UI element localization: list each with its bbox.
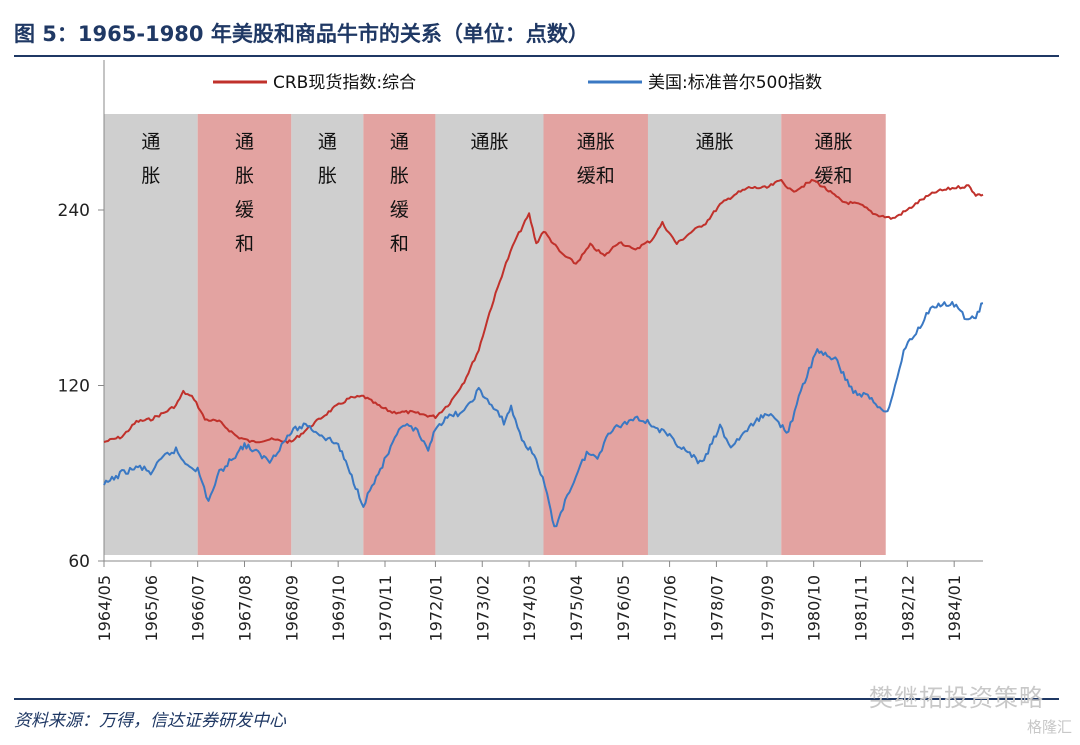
region-label: 通 bbox=[390, 131, 409, 153]
region-easing-7 bbox=[781, 114, 886, 555]
x-tick-label: 1972/01 bbox=[426, 575, 445, 641]
y-tick-label: 60 bbox=[68, 552, 90, 572]
x-tick-label: 1973/02 bbox=[473, 575, 492, 641]
region-label: 通 bbox=[318, 131, 337, 153]
region-label: 缓和 bbox=[814, 165, 852, 187]
x-tick-label: 1978/07 bbox=[707, 575, 726, 641]
region-label: 通胀 bbox=[577, 131, 615, 153]
source-note: 资料来源：万得，信达证券研发中心 bbox=[14, 711, 286, 731]
region-easing-5 bbox=[543, 114, 648, 555]
x-tick-label: 1974/03 bbox=[520, 575, 539, 641]
watermark-logo: 格隆汇 bbox=[1026, 718, 1072, 736]
region-label: 通 bbox=[141, 131, 160, 153]
x-tick-label: 1982/12 bbox=[898, 575, 917, 641]
region-label: 通胀 bbox=[470, 131, 508, 153]
x-tick-label: 1977/06 bbox=[661, 575, 680, 641]
x-tick-label: 1968/09 bbox=[282, 575, 301, 641]
x-tick-label: 1970/11 bbox=[376, 575, 395, 641]
series-line-crb bbox=[103, 178, 984, 444]
region-label: 胀 bbox=[235, 165, 254, 187]
region-easing-1 bbox=[197, 114, 292, 555]
region-inflation-6 bbox=[647, 114, 782, 555]
chart-title: 图 5：1965-1980 年美股和商品牛市的关系（单位：点数） bbox=[14, 22, 589, 46]
legend-label: CRB现货指数:综合 bbox=[273, 73, 416, 93]
x-tick-label: 1967/08 bbox=[235, 575, 254, 641]
region-label: 胀 bbox=[141, 165, 160, 187]
x-tick-label: 1976/05 bbox=[614, 575, 633, 641]
region-inflation-4 bbox=[435, 114, 544, 555]
x-tick-label: 1975/04 bbox=[567, 575, 586, 641]
x-tick-label: 1969/10 bbox=[329, 575, 348, 641]
region-label: 胀 bbox=[318, 165, 337, 187]
region-inflation-0 bbox=[104, 114, 198, 555]
x-tick-label: 1981/11 bbox=[852, 575, 871, 641]
x-tick-label: 1964/05 bbox=[95, 575, 114, 641]
legend: CRB现货指数:综合 美国:标准普尔500指数 bbox=[213, 73, 822, 93]
region-label: 通 bbox=[235, 131, 254, 153]
region-label: 通胀 bbox=[696, 131, 734, 153]
x-tick-label: 1984/01 bbox=[945, 575, 964, 641]
x-tick-label: 1979/09 bbox=[758, 575, 777, 641]
x-tick-label: 1980/10 bbox=[805, 575, 824, 641]
series-lines bbox=[103, 178, 984, 528]
legend-label: 美国:标准普尔500指数 bbox=[648, 73, 822, 93]
x-tick-label: 1965/06 bbox=[142, 575, 161, 641]
region-label: 和 bbox=[390, 233, 409, 255]
y-tick-label: 120 bbox=[58, 377, 90, 397]
x-tick-label: 1966/07 bbox=[189, 575, 208, 641]
region-label: 和 bbox=[235, 233, 254, 255]
region-inflation-2 bbox=[291, 114, 364, 555]
series-line-sp500 bbox=[103, 301, 984, 528]
region-label: 胀 bbox=[390, 165, 409, 187]
region-label: 缓和 bbox=[577, 165, 615, 187]
y-tick-label: 240 bbox=[58, 201, 90, 221]
region-label: 缓 bbox=[390, 199, 409, 221]
title-rule bbox=[14, 55, 1059, 57]
footer-rule bbox=[14, 698, 1059, 700]
watermark: 樊继拓投资策略 bbox=[869, 684, 1044, 712]
region-label: 通胀 bbox=[814, 131, 852, 153]
axes: 60 120 240 1964/05 1965/06 1966/07 1967/08 1968… bbox=[58, 60, 983, 641]
region-label: 缓 bbox=[235, 199, 254, 221]
